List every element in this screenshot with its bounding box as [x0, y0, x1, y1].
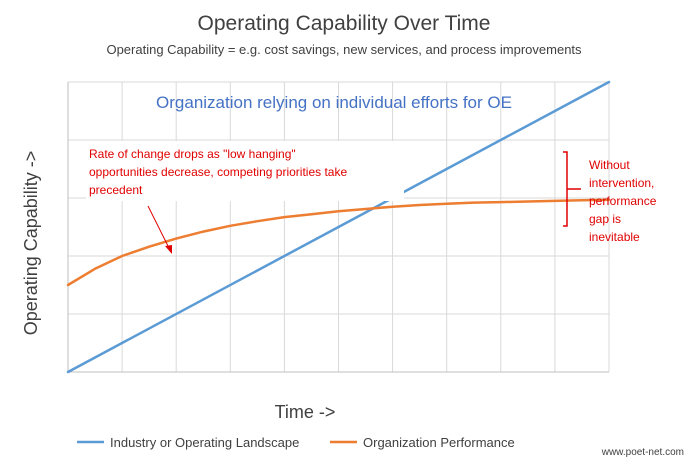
annotation-2-text: Without intervention, performance gap is…: [589, 158, 660, 244]
series-line-industry: [66, 80, 611, 374]
annotation-1-line-1: Rate of change drops as "low hanging": [89, 147, 296, 161]
annotation-1-arrow: [147, 205, 172, 254]
annotation-1-line-2: opportunities decrease, competing priori…: [89, 165, 347, 179]
annotation-1-text: Rate of change drops as "low hanging" op…: [89, 147, 350, 197]
axes: [67, 82, 609, 373]
legend-label-industry: Industry or Operating Landscape: [110, 435, 299, 450]
series-line-organization: [66, 198, 611, 287]
inner-title: Organization relying on individual effor…: [156, 93, 512, 112]
chart-subtitle: Operating Capability = e.g. cost savings…: [106, 42, 582, 57]
annotation-1-background: [86, 141, 404, 201]
watermark-text: www.poet-net.com: [601, 447, 684, 458]
x-axis-label: Time ->: [275, 402, 336, 422]
series-group: [66, 80, 611, 374]
annotation-2-line-4: gap is: [589, 212, 621, 226]
annotation-2-line-1: Without: [589, 158, 630, 172]
legend: Industry or Operating Landscape Organiza…: [77, 435, 515, 450]
legend-label-organization: Organization Performance: [363, 435, 515, 450]
annotation-1-line-3: precedent: [89, 183, 143, 197]
annotation-2-line-3: performance: [589, 194, 657, 208]
annotation-2-bracket: [563, 151, 581, 227]
y-axis-label: Operating Capability ->: [21, 151, 41, 336]
chart-title: Operating Capability Over Time: [198, 12, 491, 35]
annotation-2-line-2: intervention,: [589, 176, 654, 190]
annotation-2-line-5: inevitable: [589, 230, 640, 244]
